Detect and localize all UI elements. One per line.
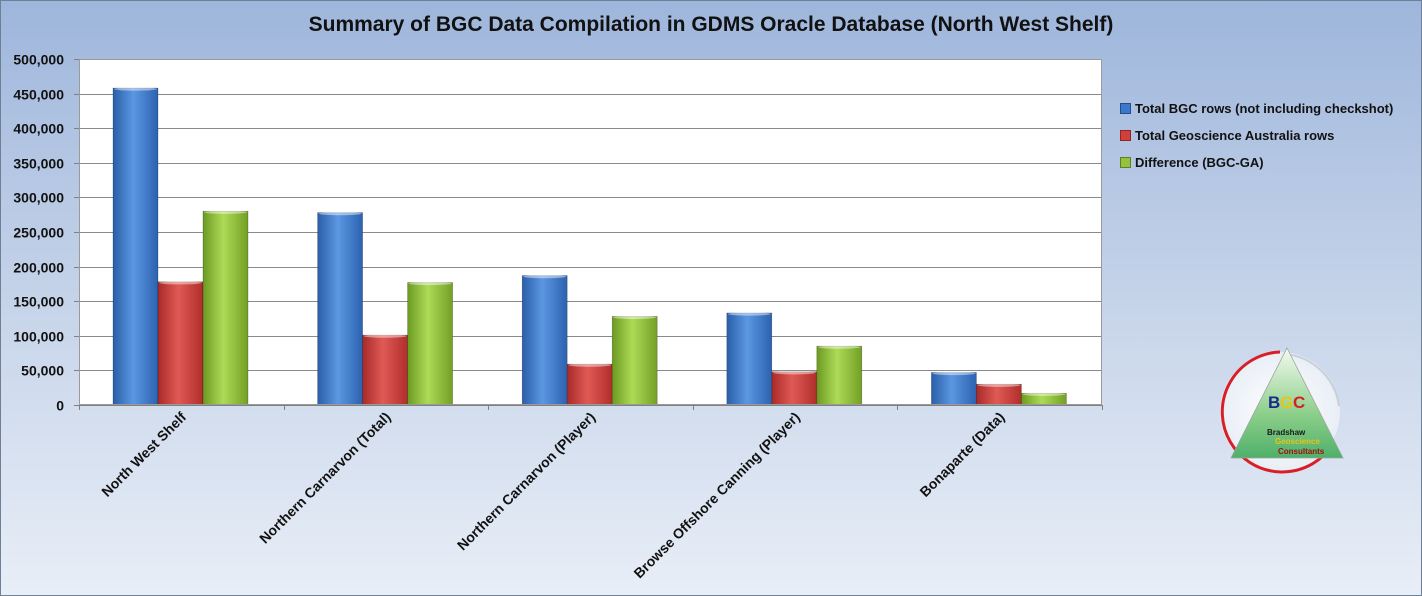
bar (566, 363, 613, 406)
legend-swatch (1120, 157, 1131, 168)
bar (816, 345, 863, 406)
x-tick-label: North West Shelf (98, 409, 189, 500)
bar-highlight (817, 345, 861, 349)
logo-line2: Geoscience (1275, 437, 1320, 446)
y-tick-label: 0 (56, 398, 64, 414)
y-tick-label: 100,000 (13, 329, 64, 345)
bar (362, 334, 408, 406)
logo-line1: Bradshaw (1267, 428, 1306, 437)
legend: Total BGC rows (not including checkshot)… (1120, 95, 1393, 176)
bar (157, 281, 204, 406)
bar-highlight (318, 212, 362, 216)
bar-highlight (363, 334, 407, 338)
chart-title: Summary of BGC Data Compilation in GDMS … (308, 13, 1114, 36)
bar-highlight (523, 274, 567, 279)
bar-highlight (114, 87, 157, 91)
y-tick-label: 500,000 (13, 52, 64, 68)
y-tick-label: 200,000 (13, 260, 64, 276)
legend-swatch (1120, 103, 1131, 114)
y-tick-label: 150,000 (13, 294, 64, 310)
bar (611, 316, 658, 406)
bar (521, 275, 568, 406)
bar (112, 87, 159, 406)
bar-highlight (772, 371, 816, 375)
bar-highlight (159, 281, 202, 285)
bar (317, 212, 363, 406)
x-tick-label: Northern Carnarvon (Total) (256, 409, 394, 547)
bgc-logo: B G C Bradshaw Geoscience Consultants (1220, 347, 1344, 474)
bar-highlight (613, 315, 657, 320)
y-tick-label: 250,000 (13, 225, 64, 241)
bar-highlight (727, 312, 771, 316)
logo-letter-g: G (1280, 393, 1293, 412)
bar (771, 371, 818, 406)
logo-letter-b: B (1268, 393, 1280, 412)
bar-highlight (568, 363, 612, 367)
bar-highlight (1022, 392, 1066, 396)
legend-item: Total BGC rows (not including checkshot) (1120, 95, 1393, 122)
logo-letter-c: C (1293, 393, 1305, 412)
y-tick-label: 50,000 (21, 363, 64, 379)
bar (407, 282, 453, 406)
bar (931, 372, 977, 406)
y-tick-label: 400,000 (13, 121, 64, 137)
bar (726, 312, 773, 406)
bar (976, 383, 1022, 406)
logo-line3: Consultants (1278, 447, 1325, 456)
bar-highlight (408, 281, 452, 286)
bar-highlight (977, 383, 1021, 387)
plot-border (79, 59, 1102, 405)
x-tick-label: Northern Carnarvon (Player) (454, 409, 598, 553)
legend-item: Total Geoscience Australia rows (1120, 122, 1393, 149)
x-tick-label: Bonaparte (Data) (916, 409, 1007, 500)
legend-swatch (1120, 130, 1131, 141)
legend-label: Total BGC rows (not including checkshot) (1135, 101, 1394, 116)
y-tick-label: 350,000 (13, 156, 64, 172)
bar-highlight (204, 210, 247, 214)
bar-highlight (932, 371, 976, 376)
bar (202, 210, 249, 406)
legend-label: Total Geoscience Australia rows (1135, 128, 1335, 143)
legend-item: Difference (BGC-GA) (1120, 149, 1393, 176)
x-tick-label: Browse Offshore Canning (Player) (630, 409, 802, 581)
y-tick-label: 450,000 (13, 87, 64, 103)
y-tick-label: 300,000 (13, 190, 64, 206)
legend-label: Difference (BGC-GA) (1135, 155, 1264, 170)
